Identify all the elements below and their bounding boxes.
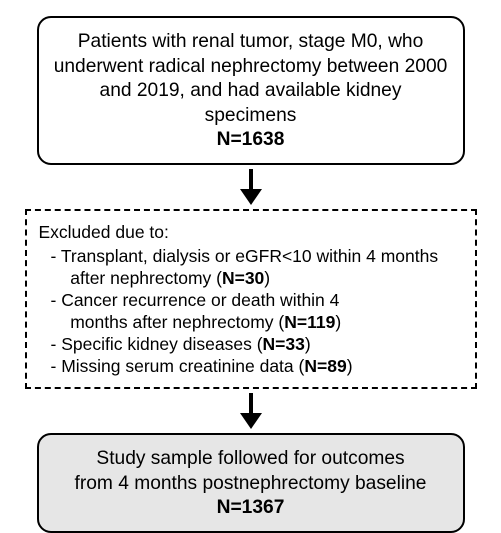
excl-tail: ) — [335, 312, 341, 332]
excl-text: - Specific kidney diseases ( — [51, 334, 263, 354]
exclusion-item: - Specific kidney diseases (N=33) — [39, 333, 467, 355]
arrow-1 — [234, 169, 268, 205]
exclusion-item: - Transplant, dialysis or eGFR<10 within… — [39, 245, 467, 289]
exclusion-item: - Cancer recurrence or death within 4 mo… — [39, 289, 467, 333]
arrow-down-icon — [234, 169, 268, 205]
inclusion-n: N=1638 — [217, 129, 285, 150]
outcome-box: Study sample followed for outcomes from … — [37, 433, 465, 533]
inclusion-line1: Patients with renal tumor, stage M0, who — [78, 31, 424, 52]
excl-n: N=119 — [284, 312, 335, 332]
excl-text: after nephrectomy ( — [70, 268, 222, 288]
excl-text: - Cancer recurrence or death within 4 — [51, 290, 340, 310]
arrow-down-icon — [234, 393, 268, 429]
inclusion-line2: underwent radical nephrectomy between 20… — [54, 56, 448, 77]
inclusion-line3: and 2019, and had available kidney speci… — [100, 80, 402, 126]
outcome-line2: from 4 months postnephrectomy baseline — [75, 473, 427, 494]
excl-tail: ) — [347, 356, 353, 376]
excl-text: months after nephrectomy ( — [70, 312, 284, 332]
exclusion-box: Excluded due to: - Transplant, dialysis … — [25, 209, 477, 389]
arrow-2 — [234, 393, 268, 429]
excl-text: - Missing serum creatinine data ( — [51, 356, 305, 376]
exclusion-title: Excluded due to: — [39, 221, 467, 243]
excl-text: - Transplant, dialysis or eGFR<10 within… — [51, 246, 439, 266]
excl-n: N=33 — [263, 334, 305, 354]
excl-tail: ) — [264, 268, 270, 288]
outcome-line1: Study sample followed for outcomes — [96, 448, 404, 469]
excl-n: N=89 — [304, 356, 346, 376]
exclusion-item: - Missing serum creatinine data (N=89) — [39, 355, 467, 377]
excl-tail: ) — [305, 334, 311, 354]
inclusion-box: Patients with renal tumor, stage M0, who… — [37, 16, 465, 165]
excl-n: N=30 — [222, 268, 264, 288]
